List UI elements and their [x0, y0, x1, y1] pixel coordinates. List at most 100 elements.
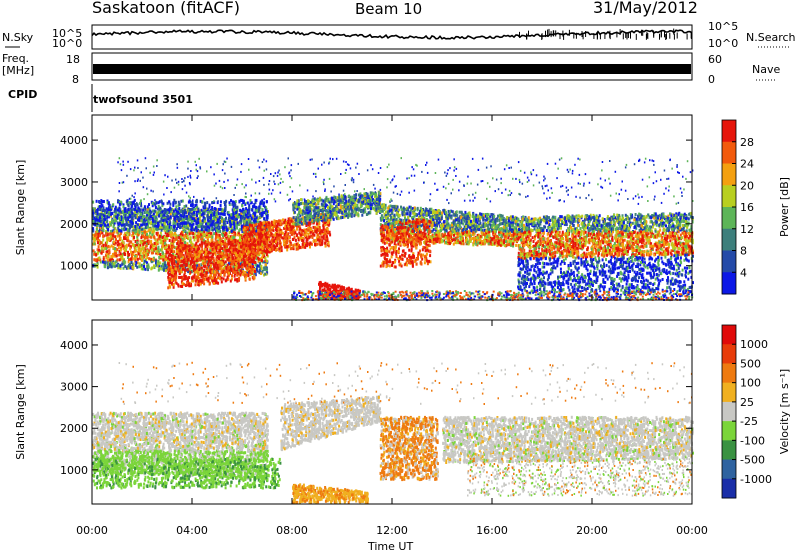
power-cell	[245, 277, 247, 280]
power-cell	[179, 203, 181, 206]
power-cell	[264, 233, 266, 236]
power-cell	[268, 238, 270, 241]
power-cell	[102, 229, 104, 232]
power-cell	[218, 230, 220, 233]
power-cell	[165, 209, 167, 212]
power-cell	[148, 257, 150, 260]
power-cell	[220, 226, 222, 229]
power-cell	[226, 245, 228, 248]
power-cell	[103, 244, 105, 247]
power-cell	[159, 253, 161, 256]
power-cell	[184, 205, 186, 208]
power-cell	[112, 234, 114, 237]
power-cell	[189, 218, 191, 221]
power-cell	[323, 226, 325, 229]
power-cell	[243, 255, 245, 258]
power-cell	[174, 232, 176, 235]
power-cell	[144, 260, 146, 263]
power-cell	[201, 228, 203, 231]
power-cell	[92, 220, 94, 223]
power-cell	[136, 210, 138, 213]
power-cell	[150, 211, 152, 214]
power-cell	[192, 244, 194, 247]
power-cell	[167, 262, 169, 265]
power-cell	[227, 276, 229, 279]
power-cell	[240, 219, 242, 222]
power-cell	[184, 209, 186, 212]
power-cell	[185, 258, 187, 261]
power-cell	[254, 270, 256, 273]
power-cell	[178, 276, 180, 279]
power-cell	[186, 242, 188, 245]
power-cell	[234, 218, 236, 221]
power-cell	[159, 261, 161, 264]
power-cell	[271, 248, 273, 251]
power-cell	[198, 264, 200, 267]
power-cell	[103, 209, 105, 212]
power-cell	[201, 266, 203, 269]
power-cell	[127, 251, 129, 254]
power-cell	[329, 233, 331, 236]
power-cell	[122, 219, 124, 222]
power-cell	[189, 211, 191, 214]
power-cell	[230, 213, 232, 216]
power-cell	[190, 241, 192, 244]
power-cell	[164, 242, 166, 245]
power-cell	[147, 208, 149, 211]
power-cell	[188, 255, 190, 258]
power-cell	[321, 229, 323, 232]
power-cell	[207, 211, 209, 214]
power-cell	[252, 251, 254, 254]
power-cell	[217, 282, 219, 285]
power-cell	[138, 265, 140, 268]
power-cell	[263, 217, 265, 220]
power-cell	[173, 210, 175, 213]
power-cell	[167, 272, 169, 275]
power-cell	[115, 219, 117, 222]
power-cell	[204, 248, 206, 251]
power-cell	[236, 227, 238, 230]
power-cell	[172, 201, 174, 204]
power-cell	[239, 200, 241, 203]
power-cell	[266, 245, 268, 248]
power-cell	[168, 246, 170, 249]
power-cell	[144, 205, 146, 208]
power-cell	[319, 239, 321, 242]
power-cell	[121, 224, 123, 227]
power-cell	[198, 254, 200, 257]
power-cell	[129, 225, 131, 228]
power-cell	[104, 224, 106, 227]
power-cell	[147, 236, 149, 239]
power-cell	[151, 252, 153, 255]
power-cell	[236, 242, 238, 245]
power-cell	[198, 280, 200, 283]
power-cell	[230, 241, 232, 244]
power-cell	[118, 243, 120, 246]
power-cell	[186, 217, 188, 220]
power-cell	[103, 258, 105, 261]
power-cell	[239, 258, 241, 261]
power-cell	[187, 221, 189, 224]
power-cell	[224, 271, 226, 274]
power-cell	[224, 238, 226, 241]
power-cell	[170, 215, 172, 218]
power-cell	[288, 228, 290, 231]
power-cell	[205, 223, 207, 226]
power-cell	[270, 232, 272, 235]
power-cell	[98, 245, 100, 248]
power-cell	[171, 282, 173, 285]
power-cell	[315, 239, 317, 242]
power-cell	[138, 249, 140, 252]
power-cell	[166, 237, 168, 240]
power-cell	[215, 258, 217, 261]
power-cell	[201, 242, 203, 245]
power-cell	[115, 241, 117, 244]
power-cell	[175, 210, 177, 213]
power-cell	[106, 220, 108, 223]
power-cell	[128, 205, 130, 208]
power-cell	[211, 236, 213, 239]
power-cell	[171, 269, 173, 272]
power-cell	[213, 223, 215, 226]
power-cell	[292, 245, 294, 248]
power-cell	[176, 282, 178, 285]
